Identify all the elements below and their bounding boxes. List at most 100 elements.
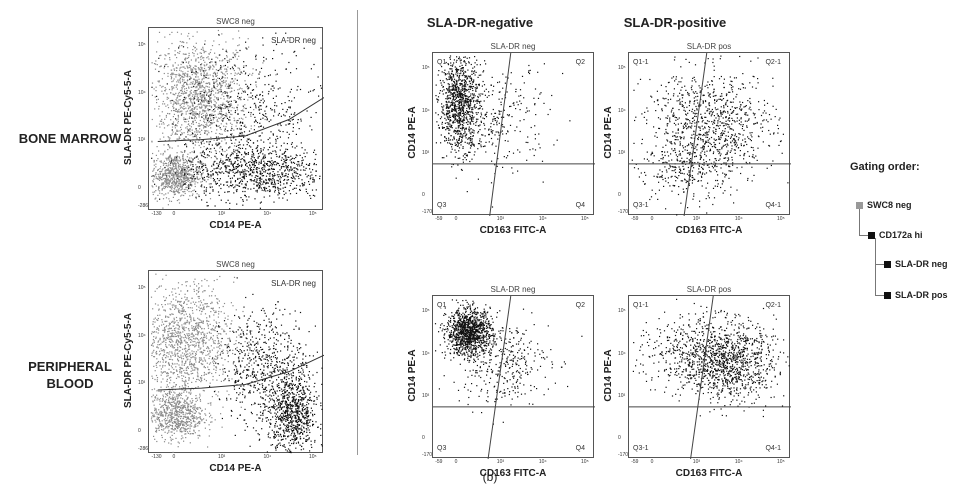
y-tick-label: 10³ [618, 393, 626, 400]
y-tick-label: 10⁵ [138, 42, 146, 49]
y-axis-label: SLA-DR PE-Cy5-5-A [122, 69, 134, 165]
quadrant-label: Q1-1 [633, 59, 649, 66]
y-axis-label: CD14 PE-A [602, 105, 614, 159]
population-black [257, 341, 323, 454]
x-tick-label: -130 [151, 454, 162, 460]
x-tick-label: 10⁴ [538, 459, 547, 465]
x-tick-label: 10⁴ [263, 454, 272, 460]
y-tick-label: -170 [422, 451, 433, 458]
y-tick-label: 10³ [422, 393, 430, 400]
y-tick-label: -170 [618, 451, 629, 458]
scatter-canvas [433, 296, 595, 459]
y-tick-label: 10⁴ [618, 107, 626, 114]
x-tick-label: 0 [650, 216, 654, 222]
gating-tree-line [859, 208, 860, 235]
x-tick-label: 10³ [496, 459, 505, 465]
quadrant-label: Q2 [575, 59, 585, 66]
x-tick-label: 10³ [218, 454, 226, 460]
y-tick-label: -286 [138, 446, 149, 453]
x-tick-label: 10³ [692, 216, 701, 222]
plot-title: SLA-DR neg [490, 285, 536, 294]
quadrant-label: Q3 [437, 445, 447, 452]
scatter-plot-bm-dr-pos: Q1-1 Q2-1 Q3-1 Q4-1 [628, 52, 791, 216]
y-tick-label: 0 [422, 435, 425, 442]
population-black [151, 32, 322, 204]
quadrant-label: Q4 [575, 445, 585, 452]
scatter-plot-bm-dr-neg: Q1 Q2 Q3 Q4 [432, 52, 595, 216]
quadrant-label: Q4-1 [765, 202, 781, 209]
y-axis-label: CD14 PE-A [406, 348, 418, 402]
plot-title: SWC8 neg [216, 260, 255, 269]
population-grey [150, 273, 260, 423]
x-tick-label: 0 [172, 454, 176, 460]
y-tick-label: -170 [618, 208, 629, 215]
y-tick-label: 0 [618, 435, 621, 442]
population-black [435, 55, 486, 179]
gate-label: SLA-DR neg [271, 36, 316, 45]
x-tick-label: -130 [151, 211, 162, 217]
x-tick-label: 10³ [218, 211, 226, 217]
quadrant-label: Q2-1 [765, 59, 781, 66]
x-tick-label: 10⁵ [777, 216, 785, 222]
y-tick-label: 10⁴ [422, 350, 430, 357]
y-tick-label: -286 [138, 203, 149, 210]
gating-tree-line [859, 235, 869, 236]
gating-tree-line [875, 238, 876, 295]
quadrant-label: Q1 [437, 59, 447, 66]
gate-curve [157, 97, 324, 142]
scatter-plot-pb-dr-neg: Q1 Q2 Q3 Q4 [432, 295, 595, 459]
x-tick-label: 10⁴ [263, 211, 272, 217]
x-tick-label: 10³ [692, 459, 701, 465]
y-tick-label: 10⁵ [618, 308, 626, 315]
x-tick-label: 0 [454, 459, 458, 465]
row-label-peripheral-blood: PERIPHERAL BLOOD [28, 359, 112, 391]
population-black [632, 305, 761, 402]
scatter-plot-pb-dr-pos: Q1-1 Q2-1 Q3-1 Q4-1 [628, 295, 791, 459]
x-tick-label: -59 [631, 459, 639, 465]
x-tick-label: 10⁵ [777, 459, 785, 465]
gating-tree-line [875, 264, 885, 265]
gating-item-dr-neg: SLA-DR neg [884, 259, 948, 269]
plot-title: SWC8 neg [216, 17, 255, 26]
y-tick-label: 10⁵ [422, 308, 430, 315]
y-tick-label: 10³ [422, 150, 430, 157]
x-axis-label: CD14 PE-A [209, 220, 262, 231]
population-black [660, 298, 790, 418]
y-tick-label: 0 [422, 192, 425, 199]
x-tick-label: 10⁵ [309, 211, 317, 217]
black-square-icon [884, 261, 891, 268]
x-tick-label: -59 [631, 216, 639, 222]
scatter-canvas [629, 53, 791, 216]
quadrant-vertical-line [683, 53, 708, 216]
x-axis-label: CD163 FITC-A [675, 225, 743, 236]
scatter-canvas [150, 273, 324, 454]
population-black [209, 277, 318, 447]
x-tick-label: 10⁵ [581, 459, 589, 465]
quadrant-label: Q4-1 [765, 445, 781, 452]
quadrant-label: Q4 [575, 202, 585, 209]
quadrant-label: Q3-1 [633, 202, 649, 209]
y-tick-label: -170 [422, 208, 433, 215]
gating-tree-line [875, 295, 885, 296]
gating-item-cd172a: CD172a hi [868, 230, 923, 240]
y-tick-label: 10³ [138, 380, 146, 387]
x-axis-label: CD14 PE-A [209, 463, 262, 474]
gate-label: SLA-DR neg [271, 279, 316, 288]
quadrant-label: Q1 [437, 302, 447, 309]
y-tick-label: 10⁴ [138, 89, 146, 96]
grey-square-icon [856, 202, 863, 209]
quadrant-vertical-line [690, 296, 714, 459]
quadrant-label: Q3 [437, 202, 447, 209]
gating-item-swc8: SWC8 neg [856, 200, 912, 210]
x-tick-label: 10⁴ [734, 459, 743, 465]
quadrant-label: Q2 [575, 302, 585, 309]
y-tick-label: 10⁵ [422, 65, 430, 72]
population-grey [150, 367, 223, 453]
plot-title: SLA-DR neg [490, 42, 536, 51]
quadrant-vertical-line [489, 53, 512, 216]
plot-title: SLA-DR pos [686, 285, 732, 294]
y-tick-label: 10⁴ [618, 350, 626, 357]
quadrant-label: Q3-1 [633, 445, 649, 452]
black-square-icon [884, 292, 891, 299]
